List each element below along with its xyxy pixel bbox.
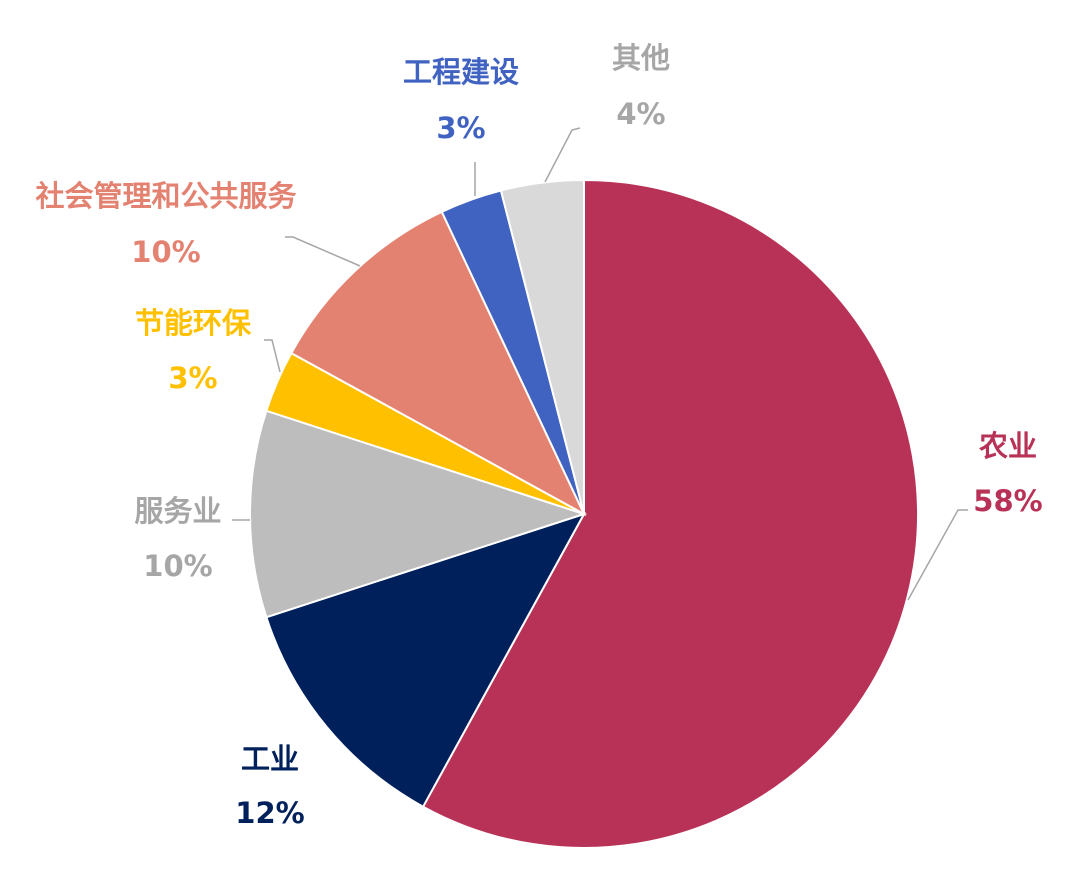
labels-layer: 农业 58% 工业 12% 服务业 10% 节能环保 3% 社会管理和公共服务 10% 工程建设 3%… — [35, 41, 1042, 830]
pie-slice-social-management — [289, 210, 587, 517]
leader-line-energy-saving — [264, 339, 281, 373]
pie-slice-industry — [265, 512, 587, 809]
slice-value-agriculture: 58% — [973, 484, 1042, 518]
pie-slice-services — [249, 409, 588, 619]
leader-line-agriculture — [907, 509, 968, 601]
leader-lines-layer — [232, 127, 968, 601]
slice-label-energy-saving: 节能环保 — [135, 306, 252, 340]
slice-label-engineering: 工程建设 — [403, 55, 519, 89]
slice-value-social-management: 10% — [131, 235, 200, 269]
slice-value-services: 10% — [143, 549, 212, 583]
pie-slice-other — [499, 178, 585, 515]
leader-line-social-management — [285, 236, 361, 267]
slice-label-social-management: 社会管理和公共服务 — [35, 179, 296, 213]
slices-layer — [249, 178, 919, 849]
slice-value-other: 4% — [616, 97, 665, 131]
pie-slice-agriculture — [421, 178, 919, 849]
slice-value-engineering: 3% — [436, 111, 485, 145]
slice-value-industry: 12% — [235, 796, 304, 830]
leader-line-other — [544, 127, 581, 183]
slice-value-energy-saving: 3% — [168, 361, 217, 395]
slice-label-industry: 工业 — [241, 742, 299, 776]
slice-label-services: 服务业 — [134, 494, 221, 528]
slice-label-other: 其他 — [612, 41, 670, 75]
slice-label-agriculture: 农业 — [978, 429, 1037, 463]
